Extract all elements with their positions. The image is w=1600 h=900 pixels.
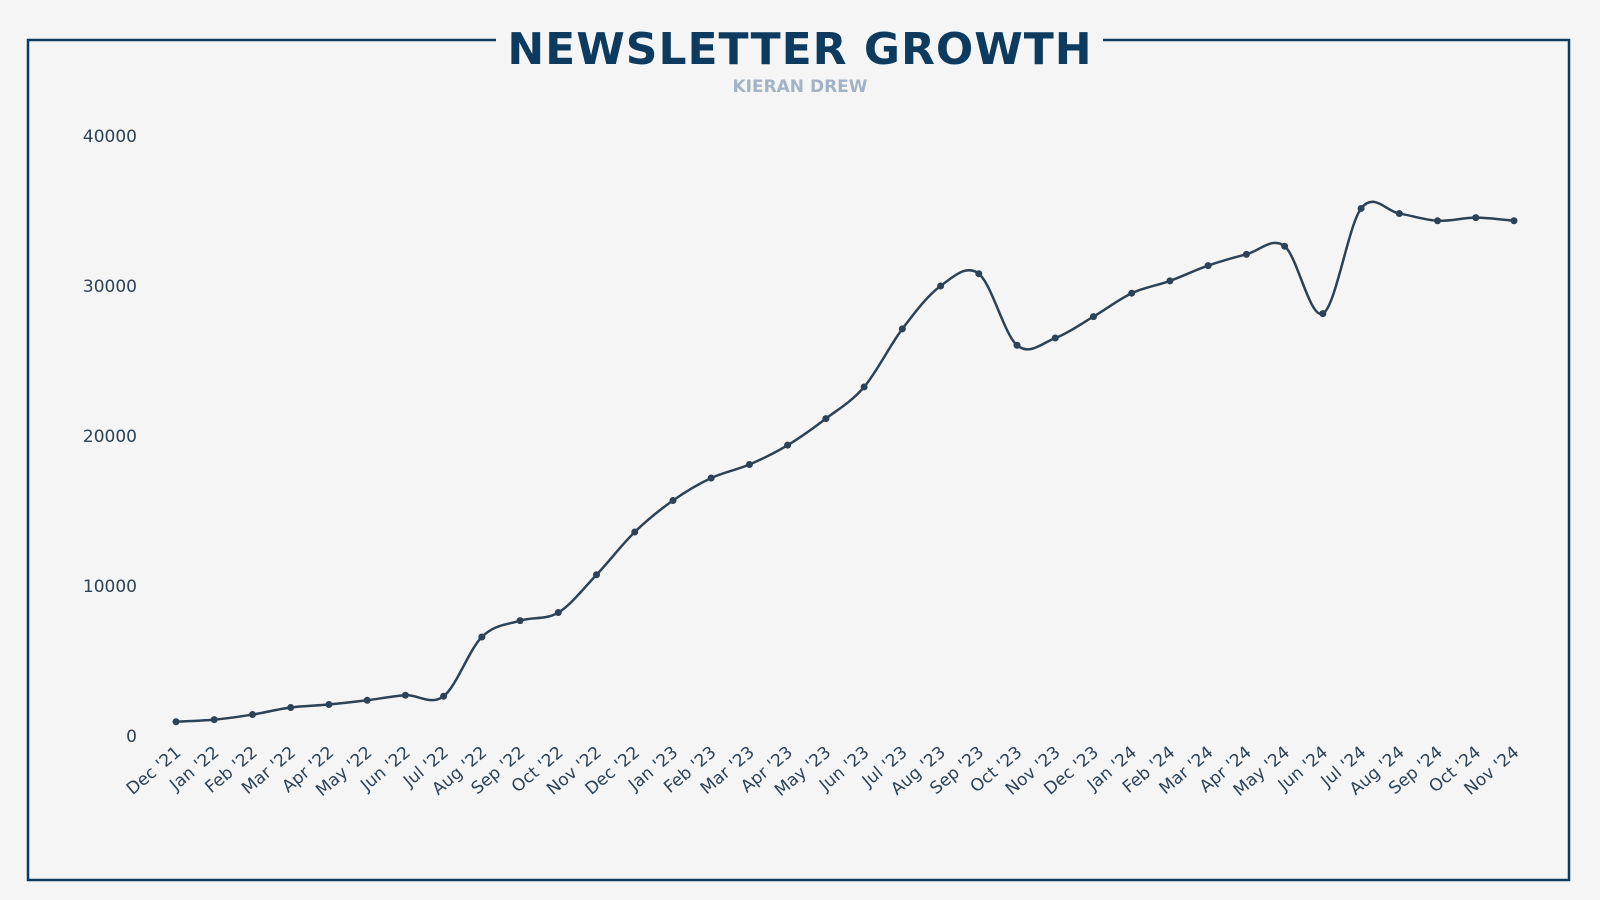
data-point [1357, 204, 1365, 212]
data-point [1510, 217, 1518, 225]
y-tick-label: 30000 [83, 277, 137, 297]
data-point [745, 461, 753, 468]
data-point [1242, 250, 1250, 258]
data-point [363, 696, 371, 704]
y-tick-label: 20000 [83, 427, 137, 447]
data-point [707, 474, 715, 482]
data-point [1395, 210, 1403, 218]
data-point [1434, 217, 1442, 225]
data-point [669, 497, 677, 504]
data-point [860, 383, 868, 391]
data-point [593, 571, 601, 579]
data-point [937, 282, 945, 290]
data-point [172, 718, 180, 726]
data-point [325, 701, 333, 708]
data-point [975, 270, 983, 278]
data-point [784, 441, 792, 449]
data-points [172, 204, 1518, 726]
data-point [1051, 334, 1059, 342]
chart-title: NEWSLETTER GROWTH [507, 24, 1092, 75]
data-point [210, 716, 218, 724]
data-point [1128, 289, 1136, 297]
data-point [478, 633, 486, 641]
data-point [1089, 313, 1097, 321]
series-line [175, 200, 1515, 723]
data-point [1013, 341, 1021, 349]
data-point [1472, 214, 1480, 222]
data-point [554, 609, 562, 617]
data-point [898, 325, 906, 333]
data-point [1281, 242, 1289, 250]
data-point [822, 415, 830, 423]
data-point [1319, 310, 1327, 318]
y-tick-label: 40000 [83, 127, 137, 147]
data-point [516, 617, 524, 625]
chart-subtitle: KIERAN DREW [732, 77, 867, 97]
y-axis: 0 10000 20000 30000 40000 [83, 127, 137, 747]
data-point [401, 691, 409, 699]
data-point [631, 528, 639, 536]
data-point [1204, 262, 1212, 270]
chart-frame [26, 38, 1571, 882]
data-point [440, 692, 448, 700]
data-point [248, 711, 256, 719]
y-tick-label: 10000 [83, 577, 137, 597]
y-tick-label: 0 [126, 727, 137, 747]
data-point [1166, 277, 1174, 285]
data-point [287, 704, 295, 711]
